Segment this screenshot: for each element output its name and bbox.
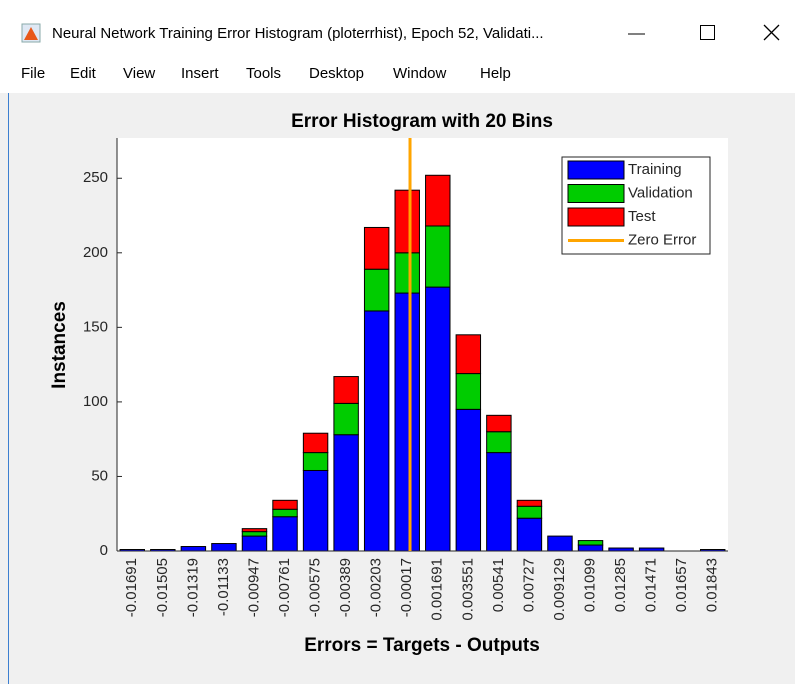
x-tick-label: -0.00947 xyxy=(245,558,262,617)
bar-segment xyxy=(394,189,420,254)
bar-segment xyxy=(516,499,543,507)
menu-item[interactable]: Window xyxy=(393,65,447,82)
bar-segment xyxy=(425,174,451,227)
y-axis-label: Instances xyxy=(49,301,70,389)
menu-item[interactable]: Desktop xyxy=(309,65,364,82)
menu-item[interactable]: Tools xyxy=(246,65,281,82)
legend-box xyxy=(561,156,711,255)
bar-segment xyxy=(272,499,298,510)
menu-item[interactable]: Help xyxy=(480,65,511,82)
bar-segment xyxy=(425,286,451,552)
menu-item[interactable]: Edit xyxy=(70,65,97,82)
x-tick-label: -0.00575 xyxy=(307,558,324,617)
bar-segment xyxy=(333,434,359,552)
bar-segment xyxy=(455,334,482,375)
x-tick-label: -0.01319 xyxy=(184,558,201,617)
bar-segment xyxy=(302,452,329,471)
bar-segment xyxy=(211,543,237,552)
legend-swatch xyxy=(567,184,625,203)
bar-segment xyxy=(272,508,298,518)
x-tick-label: 0.01471 xyxy=(643,558,660,612)
x-tick-label: 0.00727 xyxy=(520,558,537,612)
bar-segment xyxy=(241,531,268,537)
bar-segment xyxy=(180,546,207,552)
app-icon xyxy=(21,23,41,43)
bar-segment xyxy=(363,226,390,270)
bar-segment xyxy=(302,469,329,552)
legend-swatch xyxy=(567,207,625,227)
x-tick-label: -0.00203 xyxy=(368,558,385,617)
bar-segment xyxy=(455,373,482,410)
chart-title: Error Histogram with 20 Bins xyxy=(291,111,553,132)
y-tick-label: 100 xyxy=(83,393,108,410)
x-tick-label: 0.003551 xyxy=(459,558,476,621)
menu-item[interactable]: Insert xyxy=(181,65,219,82)
bar-segment xyxy=(577,540,604,546)
legend-label: Zero Error xyxy=(628,231,696,248)
bar-segment xyxy=(455,408,482,552)
x-tick-label: -0.01133 xyxy=(215,558,232,616)
maximize-button[interactable] xyxy=(700,25,715,40)
y-tick-label: 50 xyxy=(91,467,108,484)
menu-item[interactable]: View xyxy=(123,65,155,82)
bar-segment xyxy=(577,544,604,552)
bar-segment xyxy=(363,310,390,552)
legend-label: Test xyxy=(628,208,656,225)
x-tick-label: 0.001691 xyxy=(429,558,446,621)
bar-segment xyxy=(516,505,543,519)
bar-segment xyxy=(486,431,512,454)
x-tick-label: -0.01505 xyxy=(154,558,171,617)
legend-swatch xyxy=(567,160,625,180)
x-tick-label: 0.009129 xyxy=(551,558,568,621)
x-tick-label: -0.00761 xyxy=(276,558,293,617)
bar-segment xyxy=(241,535,268,552)
bar-segment xyxy=(425,225,451,288)
x-tick-label: 0.01285 xyxy=(612,558,629,612)
x-tick-label: 0.00541 xyxy=(490,558,507,612)
x-tick-label: -0.01691 xyxy=(123,558,140,617)
menu-item[interactable]: File xyxy=(21,65,45,82)
bar-segment xyxy=(241,528,268,533)
window-title: Neural Network Training Error Histogram … xyxy=(52,25,544,42)
bar-segment xyxy=(333,402,359,436)
bar-segment xyxy=(272,516,298,552)
x-tick-label: 0.01657 xyxy=(673,558,690,612)
y-tick-label: 150 xyxy=(83,318,108,335)
x-tick-label: -0.00017 xyxy=(398,558,415,617)
bar-segment xyxy=(333,376,359,404)
bar-segment xyxy=(394,252,420,294)
bar-segment xyxy=(394,292,420,552)
x-tick-label: -0.00389 xyxy=(337,558,354,617)
y-tick-label: 0 xyxy=(100,542,108,559)
bar-segment xyxy=(486,452,512,552)
close-button[interactable] xyxy=(763,24,780,41)
x-tick-label: 0.01099 xyxy=(581,558,598,612)
x-axis-label: Errors = Targets - Outputs xyxy=(304,635,540,656)
y-tick-label: 200 xyxy=(83,244,108,261)
x-tick-label: 0.01843 xyxy=(704,558,721,612)
bar-segment xyxy=(486,414,512,433)
bar-segment xyxy=(516,517,543,552)
legend-label: Validation xyxy=(628,184,693,201)
bar-segment xyxy=(547,535,573,552)
y-tick-label: 250 xyxy=(83,169,108,186)
bar-segment xyxy=(302,432,329,454)
menu-bar: File Edit View Insert Tools Desktop Window Help xyxy=(21,65,511,82)
legend-label: Training xyxy=(628,161,682,178)
bar-segment xyxy=(363,268,390,312)
